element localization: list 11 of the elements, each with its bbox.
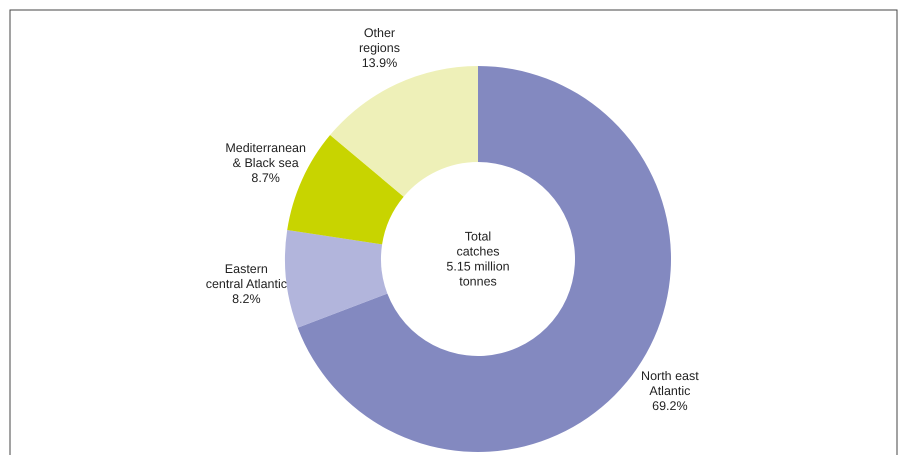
donut-slice <box>330 66 478 197</box>
slice-label: Mediterranean & Black sea <box>225 141 306 170</box>
data-label: 8.2% <box>232 292 261 306</box>
slice-label: Other regions <box>358 26 400 55</box>
data-label: 69.2% <box>652 399 688 414</box>
data-label: 13.9% <box>362 56 398 70</box>
slice-label: North east Atlantic <box>641 369 700 398</box>
data-label: 8.7% <box>251 171 280 186</box>
slice-label: Eastern central Atlantic <box>206 262 287 291</box>
text: Total catches 5.15 million tonnes <box>446 230 510 288</box>
donut-slice <box>285 230 388 328</box>
